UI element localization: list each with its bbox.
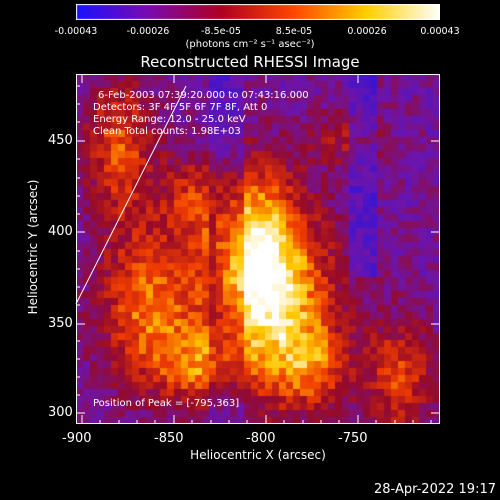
y-tick-label: 300 [48,405,73,420]
x-tick-label: -850 [154,431,184,446]
colorbar [76,4,440,20]
y-tick-label: 450 [48,133,73,148]
x-tick-label: -750 [338,431,368,446]
colorbar-tick: -0.00026 [126,26,170,37]
energy-range-annotation: Energy Range: 12.0 - 25.0 keV [93,114,246,125]
detectors-annotation: Detectors: 3F 4F 5F 6F 7F 8F, Att 0 [93,102,268,113]
plot-border [76,74,440,424]
y-axis-ticks [76,85,440,414]
colorbar-units: (photons cm⁻² s⁻¹ asec⁻²) [185,39,315,50]
rhessi-image [76,74,440,424]
colorbar-tick: -0.00043 [54,26,98,37]
timestamp: 28-Apr-2022 19:17 [374,482,496,497]
solar-limb-line [75,85,187,305]
peak-position-annotation: Position of Peak = [-795,363] [93,398,240,409]
colorbar-tick: 0.00026 [347,26,387,37]
time-range-annotation: 6-Feb-2003 07:39:20.000 to 07:43:16.000 [98,90,309,101]
plot-title: Reconstructed RHESSI Image [140,53,360,71]
y-axis-title: Heliocentric Y (arcsec) [26,179,40,315]
x-tick-label: -900 [62,431,92,446]
y-tick-label: 400 [48,224,73,239]
x-tick-label: -800 [246,431,276,446]
colorbar-tick: 8.5e-05 [275,26,313,37]
x-axis-title: Heliocentric X (arcsec) [190,448,326,462]
y-tick-label: 350 [48,316,73,331]
x-axis-ticks [81,74,432,424]
counts-annotation: Clean Total counts: 1.98E+03 [93,126,241,137]
colorbar-tick: -8.5e-05 [201,26,241,37]
colorbar-tick: 0.00043 [420,26,460,37]
